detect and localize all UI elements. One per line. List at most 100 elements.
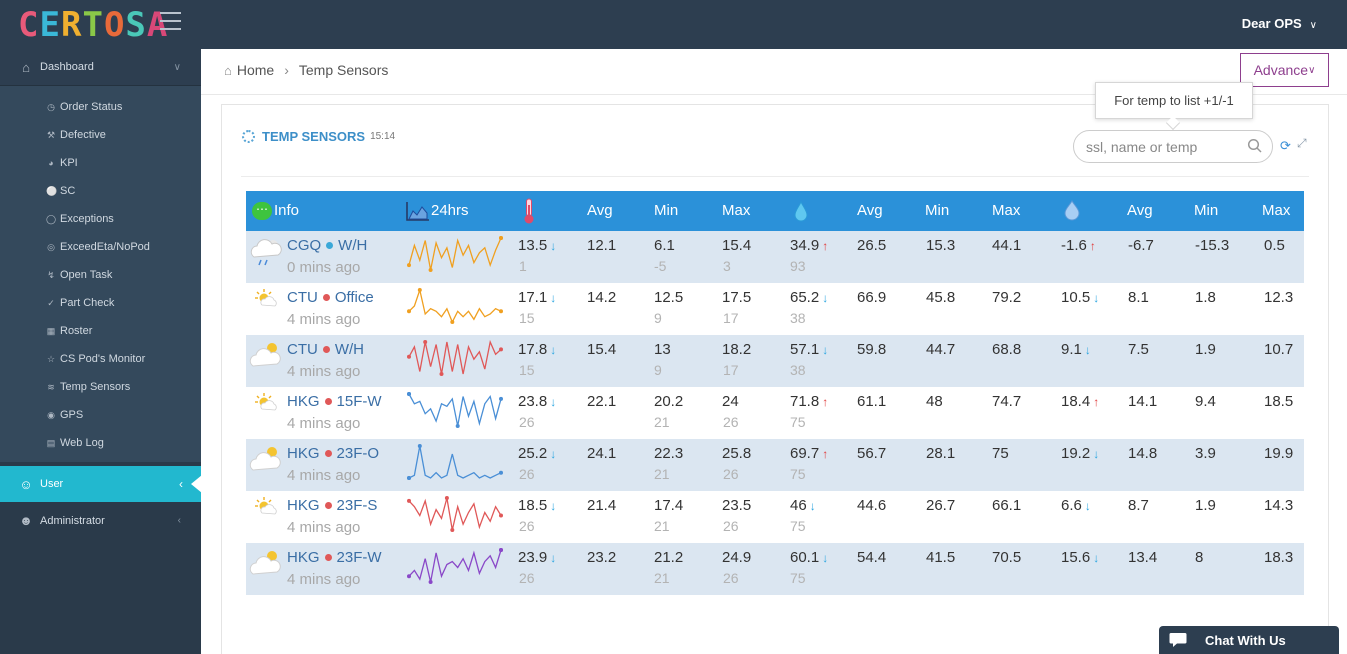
humidity-max: 79.2	[992, 289, 1022, 306]
humidity-threshold: 93	[790, 258, 806, 274]
sparkline-min-point	[450, 528, 455, 532]
sidebar-item-label: Exceptions	[60, 213, 114, 225]
sparkline-24hrs	[407, 392, 503, 428]
sidebar-item-exceedeta-nopod[interactable]: ◎ ExceedEta/NoPod	[46, 237, 150, 257]
temperature-value: 18.5	[518, 497, 548, 514]
chat-with-us-button[interactable]: Chat With Us	[1159, 626, 1339, 654]
database-icon: ▤	[46, 437, 56, 448]
sparkline-start-point	[407, 309, 411, 314]
menu-toggle-icon[interactable]	[160, 12, 181, 30]
home-icon: ⌂	[22, 59, 30, 75]
humidity-value: 57.1	[790, 341, 820, 358]
sidebar-item-label: KPI	[60, 157, 78, 169]
dew-point-current: 18.4 ↑	[1061, 393, 1099, 410]
sidebar-item-temp-sensors[interactable]: ≋ Temp Sensors	[46, 377, 130, 397]
sensor-location[interactable]: CTU Office	[287, 289, 374, 306]
sun-cloud-icon	[255, 393, 277, 411]
sensor-location[interactable]: HKG 23F-O	[287, 445, 379, 462]
sensor-location[interactable]: CTU W/H	[287, 341, 364, 358]
table-row[interactable]: HKG 23F-O 4 mins ago 25.2 ↓ 26 24.1 22.3 21 25.8 2…	[246, 439, 1304, 491]
sidebar-item-defective[interactable]: ⚒ Defective	[46, 125, 106, 145]
table-row[interactable]: HKG 23F-W 4 mins ago 23.9 ↓ 26 23.2 21.2 21 24.9 2…	[246, 543, 1304, 595]
bolt-icon: ↯	[47, 269, 55, 280]
sidebar-item-gps[interactable]: ◉ GPS	[46, 405, 83, 425]
arrow-down-icon: ↓	[1084, 343, 1091, 357]
sidebar-item-part-check[interactable]: ✓ Part Check	[46, 293, 114, 313]
chevron-down-icon: ∨	[1309, 20, 1317, 31]
certosa-logo[interactable]: CERTOSA	[18, 5, 169, 45]
sensor-location[interactable]: HKG 15F-W	[287, 393, 382, 410]
temperature-value: 25.2	[518, 445, 548, 462]
sidebar-item-roster[interactable]: ▦ Roster	[46, 321, 93, 341]
temperature-min-threshold: 21	[654, 570, 670, 586]
cloud-rain-icon	[250, 239, 282, 266]
humidity-min: 44.7	[926, 341, 956, 358]
humidity-max: 70.5	[992, 549, 1022, 566]
temperature-avg: 14.2	[587, 289, 617, 306]
humidity-min: 45.8	[926, 289, 956, 306]
temperature-current: 13.5 ↓	[518, 237, 556, 254]
header-dew-min: Min	[1194, 202, 1219, 219]
sidebar-item-exceptions[interactable]: ◯ Exceptions	[46, 209, 114, 229]
dew-point-max: 14.3	[1264, 497, 1294, 514]
temperature-threshold: 26	[519, 570, 535, 586]
sensor-location[interactable]: CGQ W/H	[287, 237, 367, 254]
dew-point-avg: 8.1	[1128, 289, 1149, 306]
user-menu[interactable]: Dear OPS ∨	[1242, 16, 1317, 31]
users-icon: ☻	[19, 513, 33, 528]
sparkline-start-point	[407, 354, 411, 359]
sidebar-item-cs-pods-monitor[interactable]: ☆ CS Pod's Monitor	[46, 349, 145, 369]
humidity-current: 65.2 ↓	[790, 289, 828, 306]
dew-point-max: 19.9	[1264, 445, 1294, 462]
search-tooltip: For temp to list +1/-1	[1095, 82, 1253, 119]
sidebar-item-label: Part Check	[60, 297, 115, 309]
temperature-max-threshold: 26	[723, 570, 739, 586]
advance-button[interactable]: Advance ∨	[1240, 53, 1329, 87]
expand-icon[interactable]: ⤢	[1297, 136, 1307, 150]
rss-icon: ≋	[47, 381, 55, 392]
sidebar-item-web-log[interactable]: ▤ Web Log	[46, 433, 104, 453]
temperature-avg: 21.4	[587, 497, 617, 514]
dew-point-avg: 14.1	[1128, 393, 1158, 410]
arrow-down-icon: ↓	[550, 343, 557, 357]
dew-point-value: 18.4	[1061, 393, 1091, 410]
dew-point-avg: 8.7	[1128, 497, 1149, 514]
humidity-value: 69.7	[790, 445, 820, 462]
table-row[interactable]: CTU W/H 4 mins ago 17.8 ↓ 15 15.4 13 9 18.2 17 57.1…	[246, 335, 1304, 387]
humidity-value: 60.1	[790, 549, 820, 566]
temperature-min-threshold: 9	[654, 362, 662, 378]
humidity-threshold: 38	[790, 310, 806, 326]
table-row[interactable]: HKG 15F-W 4 mins ago 23.8 ↓ 26 22.1 20.2 21 24 26 7…	[246, 387, 1304, 439]
sidebar-item-order-status[interactable]: ◷ Order Status	[46, 97, 122, 117]
arrow-down-icon: ↓	[550, 239, 557, 253]
breadcrumb-home[interactable]: Home	[236, 62, 275, 78]
sidebar-item-user[interactable]: ☺ User ‹	[0, 466, 202, 502]
sidebar-item-sc[interactable]: ⚪ SC	[46, 181, 75, 201]
table-row[interactable]: CTU Office 4 mins ago 17.1 ↓ 15 14.2 12.5 9 17.5 1…	[246, 283, 1304, 335]
divider	[201, 94, 1347, 95]
last-update: 4 mins ago	[287, 571, 361, 588]
temperature-value: 13.5	[518, 237, 548, 254]
sensor-location[interactable]: HKG 23F-S	[287, 497, 377, 514]
humidity-threshold: 75	[790, 414, 806, 430]
temperature-value: 23.8	[518, 393, 548, 410]
sidebar-item-kpi[interactable]: ◕ KPI	[46, 153, 78, 173]
sidebar-item-dashboard[interactable]: ⌂ Dashboard ∨	[0, 49, 201, 86]
sidebar-item-administrator[interactable]: ☻ Administrator ‹	[0, 502, 201, 539]
header-temp-min: Min	[654, 202, 679, 219]
panel-title-text: TEMP SENSORS	[262, 129, 366, 144]
header-temp-avg: Avg	[587, 202, 613, 219]
sparkline-end-point	[499, 470, 503, 475]
search-input[interactable]	[1073, 130, 1273, 163]
arrow-down-icon: ↓	[822, 551, 829, 565]
arrow-down-icon: ↓	[550, 395, 557, 409]
table-row[interactable]: HKG 23F-S 4 mins ago 18.5 ↓ 26 21.4 17.4 21 23.5 2…	[246, 491, 1304, 543]
search-icon[interactable]	[1247, 138, 1263, 154]
table-row[interactable]: CGQ W/H 0 mins ago 13.5 ↓ 1 12.1 6.1 -5 15.4 3 34.9…	[246, 231, 1304, 283]
chevron-down-icon: ∨	[1308, 64, 1316, 76]
sensor-location[interactable]: HKG 23F-W	[287, 549, 382, 566]
status-dot	[324, 501, 332, 509]
sparkline-line	[408, 393, 502, 427]
sidebar-item-open-task[interactable]: ↯ Open Task	[46, 265, 112, 285]
refresh-icon[interactable]: ⟳	[1280, 138, 1291, 153]
